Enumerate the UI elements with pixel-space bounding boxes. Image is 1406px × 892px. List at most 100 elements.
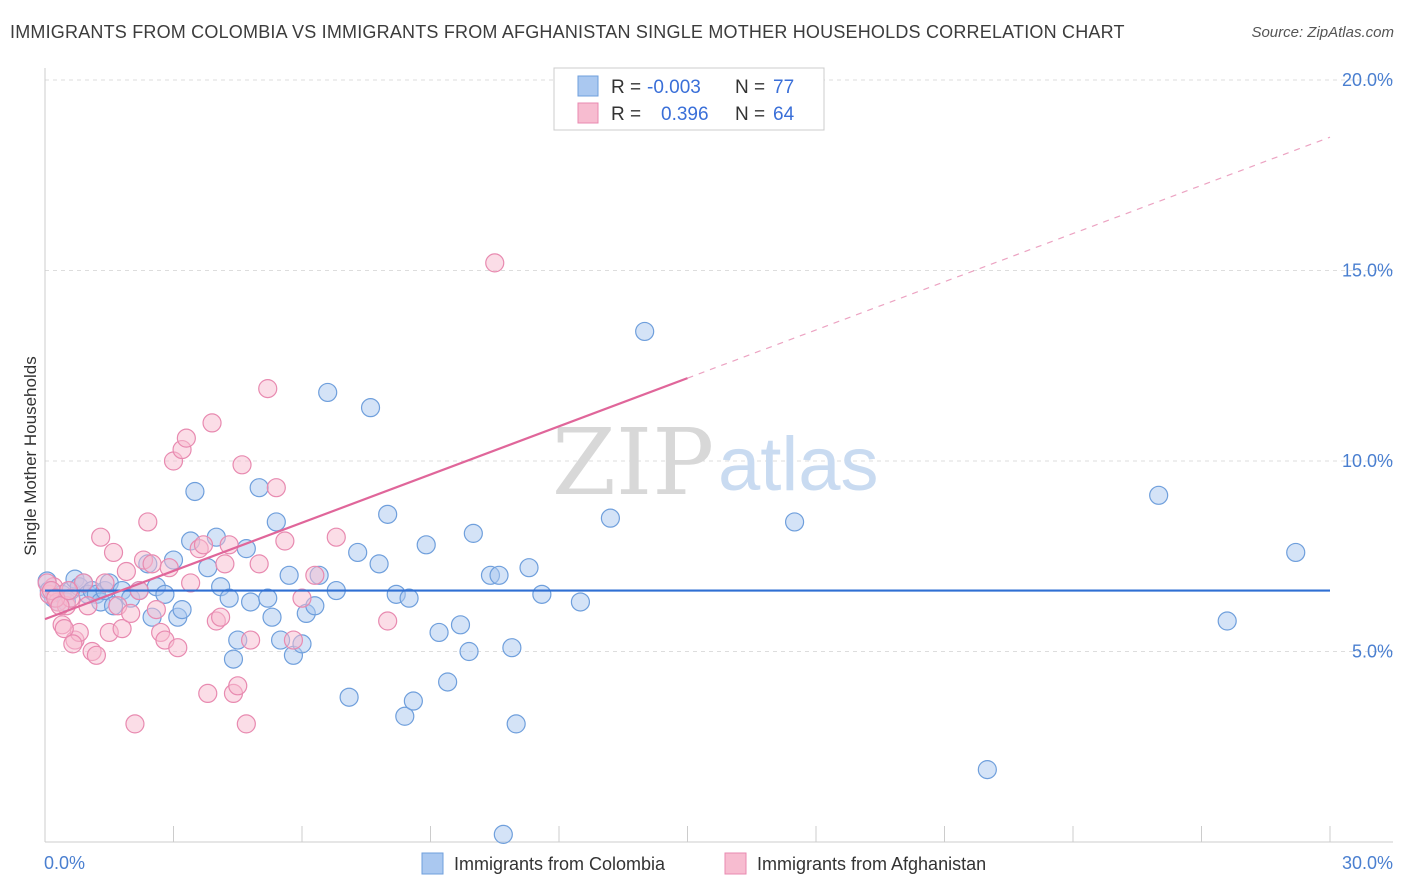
colombia-point-66	[489, 565, 509, 585]
afghanistan-point-60	[50, 596, 70, 616]
colombia-point-59	[416, 535, 436, 555]
legend-n-value-afghanistan: 64	[773, 104, 795, 125]
colombia-point-53	[369, 554, 389, 574]
colombia-point-57	[399, 588, 419, 608]
colombia-point-70	[532, 584, 552, 604]
colombia-point-69	[519, 558, 539, 578]
afghanistan-point-51	[283, 630, 304, 650]
legend-n-label-afghanistan: N =	[735, 104, 765, 125]
afghanistan-point-32	[176, 428, 196, 448]
colombia-point-62	[450, 615, 471, 635]
afghanistan-point-13	[95, 573, 115, 593]
colombia-point-67	[502, 638, 522, 658]
colombia-point-37	[249, 478, 269, 498]
colombia-point-72	[600, 508, 621, 528]
colombia-point-75	[977, 760, 997, 780]
legend-n-value-colombia: 77	[773, 77, 794, 98]
colombia-point-32	[219, 588, 239, 608]
bottom-legend-label-colombia: Immigrants from Colombia	[454, 854, 666, 874]
y-tick-label-1: 10.0%	[1342, 451, 1393, 471]
colombia-point-26	[172, 599, 192, 620]
afghanistan-point-28	[159, 558, 179, 578]
watermark: ZIP atlas	[552, 409, 879, 516]
afghanistan-point-8	[73, 573, 94, 593]
legend-frame	[553, 67, 825, 131]
afghanistan-point-17	[112, 619, 132, 639]
legend-box: R = -0.003 N = 77 R = 0.396 N = 64	[553, 67, 825, 131]
afghanistan-point-35	[193, 535, 214, 555]
afghanistan-point-55	[378, 611, 398, 631]
x-tick-label-1: 30.0%	[1342, 853, 1393, 873]
trend-line-afghanistan-extrapolated	[687, 136, 1331, 379]
colombia-point-76	[1149, 485, 1169, 505]
colombia-point-50	[339, 687, 359, 707]
afghanistan-point-53	[305, 565, 325, 585]
colombia-point-28	[185, 481, 205, 502]
afghanistan-point-56	[485, 253, 505, 273]
grid-lines	[45, 79, 1393, 652]
legend-swatch-afghanistan	[577, 102, 599, 124]
colombia-point-54	[378, 504, 398, 524]
afghanistan-point-33	[181, 573, 201, 593]
afghanistan-point-19	[121, 603, 141, 624]
afghanistan-point-30	[168, 638, 188, 658]
bottom-legend-label-afghanistan: Immigrants from Afghanistan	[757, 854, 986, 874]
colombia-point-79	[493, 824, 513, 844]
x-tick-label-0: 0.0%	[44, 853, 85, 873]
afghanistan-point-46	[241, 630, 261, 650]
y-tick-label-3: 20.0%	[1342, 70, 1393, 90]
colombia-point-77	[1217, 611, 1237, 631]
afghanistan-point-52	[292, 588, 312, 608]
colombia-point-33	[223, 649, 244, 669]
afghanistan-point-50	[275, 531, 295, 551]
colombia-point-68	[506, 714, 526, 734]
afghanistan-point-44	[232, 455, 252, 475]
colombia-point-38	[258, 588, 278, 608]
afghanistan-point-37	[202, 413, 222, 433]
colombia-point-73	[635, 321, 655, 342]
colombia-point-36	[241, 592, 261, 612]
afghanistan-point-47	[249, 554, 269, 574]
afghanistan-point-63	[63, 634, 83, 654]
colombia-point-60	[429, 622, 449, 643]
watermark-zip: ZIP	[552, 409, 714, 516]
colombia-point-56	[395, 706, 415, 726]
afghanistan-point-20	[125, 714, 145, 734]
colombia-point-40	[266, 512, 286, 532]
afghanistan-point-36	[198, 683, 218, 704]
afghanistan-point-25	[146, 599, 166, 620]
afghanistan-point-61	[54, 619, 74, 639]
watermark-atlas: atlas	[718, 422, 879, 507]
afghanistan-point-45	[236, 714, 256, 734]
legend-r-label-afghanistan: R =	[611, 104, 641, 125]
colombia-point-52	[360, 398, 381, 418]
colombia-point-58	[403, 691, 423, 711]
y-tick-label-2: 15.0%	[1342, 261, 1393, 281]
afghanistan-point-48	[258, 379, 278, 399]
legend-r-value-colombia: -0.003	[647, 77, 701, 98]
afghanistan-point-43	[228, 676, 248, 696]
colombia-points	[37, 321, 1306, 844]
afghanistan-point-15	[103, 542, 124, 563]
colombia-point-39	[262, 607, 282, 627]
afghanistan-point-39	[211, 607, 231, 627]
afghanistan-point-54	[326, 527, 346, 547]
legend-r-value-afghanistan: 0.396	[661, 104, 709, 125]
legend-r-label-colombia: R =	[611, 77, 641, 98]
axes	[44, 68, 1393, 843]
afghanistan-point-18	[116, 561, 136, 582]
bottom-legend-swatch-afghanistan	[724, 852, 747, 875]
colombia-point-71	[570, 592, 591, 612]
colombia-point-78	[1286, 542, 1306, 563]
chart-source: Source: ZipAtlas.com	[1251, 24, 1394, 41]
tick-labels: 5.0% 10.0% 15.0% 20.0% 0.0% 30.0%	[44, 70, 1393, 873]
colombia-point-63	[459, 641, 479, 662]
y-axis-title: Single Mother Households	[21, 356, 40, 555]
y-tick-label-0: 5.0%	[1352, 642, 1393, 662]
colombia-point-61	[438, 672, 458, 692]
afghanistan-point-24	[142, 554, 162, 574]
bottom-legend: Immigrants from Colombia Immigrants from…	[421, 852, 986, 875]
colombia-point-42	[279, 565, 299, 585]
afghanistan-point-23	[138, 512, 158, 532]
trend-lines	[44, 136, 1331, 621]
